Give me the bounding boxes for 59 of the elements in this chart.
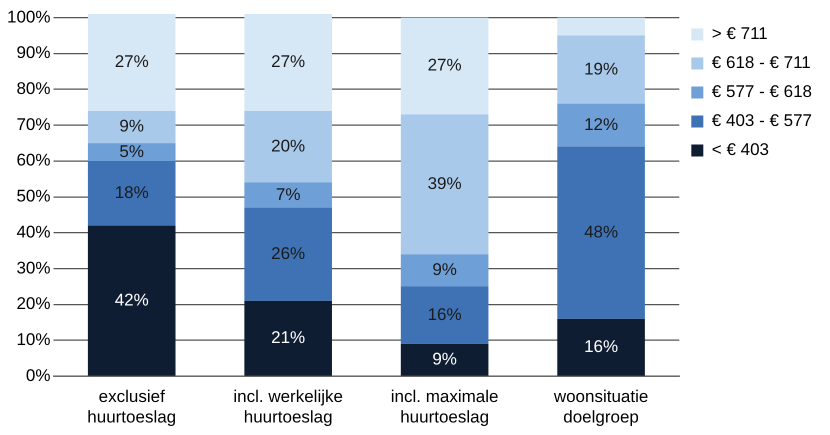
y-tick-label: 50%: [16, 186, 50, 206]
data-label: 16%: [428, 304, 462, 324]
data-label: 16%: [584, 336, 618, 356]
y-tick-label: 40%: [16, 222, 50, 242]
bar: [557, 146, 645, 319]
bar: [88, 226, 176, 376]
data-label: 27%: [428, 56, 462, 75]
bar: [88, 161, 176, 226]
x-tick-label: incl. maximale huurtoeslag: [390, 387, 498, 426]
data-label: 26%: [271, 244, 306, 263]
y-tick-label: 100%: [6, 7, 50, 26]
y-tick-label: 90%: [16, 43, 50, 62]
bar: [557, 104, 645, 147]
data-label: 21%: [271, 328, 306, 347]
y-tick-label: 30%: [16, 258, 50, 278]
data-label: 27%: [114, 52, 149, 72]
bar: [244, 14, 332, 111]
bar: [244, 208, 332, 301]
bar: [557, 318, 645, 376]
bar: [557, 36, 645, 104]
data-label: 18%: [114, 182, 149, 202]
bar: [88, 14, 176, 111]
y-tick-label: 10%: [16, 330, 50, 350]
bar: [400, 114, 488, 254]
y-tick-label: 20%: [16, 294, 50, 314]
bar: [244, 110, 332, 183]
data-label: 27%: [271, 52, 306, 72]
data-label: 9%: [432, 349, 457, 368]
legend-label: € 577 - € 618: [712, 82, 812, 102]
bar: [244, 300, 332, 376]
x-tick-label: incl. werkelijke huurtoeslag: [233, 387, 343, 426]
data-label: 9%: [119, 116, 144, 136]
y-tick-label: 80%: [16, 78, 50, 98]
bar: [400, 286, 488, 344]
data-label: 19%: [584, 59, 618, 78]
y-tick-label: 60%: [16, 150, 50, 170]
legend-label: < € 403: [712, 140, 770, 160]
bar: [400, 344, 488, 376]
bar: [88, 143, 176, 162]
data-label: 9%: [432, 260, 457, 280]
legend-label: € 403 - € 577: [712, 111, 812, 130]
x-tick-label: exclusief huurtoeslag: [87, 387, 176, 426]
data-label: 48%: [584, 222, 618, 242]
bar: [88, 110, 176, 144]
data-label: 5%: [119, 142, 144, 161]
bar: [557, 18, 645, 36]
data-label: 39%: [428, 174, 462, 194]
legend-label: € 618 - € 711: [712, 53, 811, 72]
data-label: 42%: [114, 290, 149, 310]
y-tick-label: 0%: [26, 366, 50, 385]
data-label: 12%: [584, 114, 618, 134]
bar: [400, 254, 488, 287]
data-label: 20%: [271, 136, 306, 156]
data-label: 7%: [276, 184, 300, 204]
bar: [244, 182, 332, 208]
x-tick-label: woonsituatie doelgroep: [552, 387, 648, 426]
bar: [400, 18, 488, 114]
y-tick-label: 70%: [16, 114, 50, 134]
legend-label: > € 711: [712, 24, 768, 44]
